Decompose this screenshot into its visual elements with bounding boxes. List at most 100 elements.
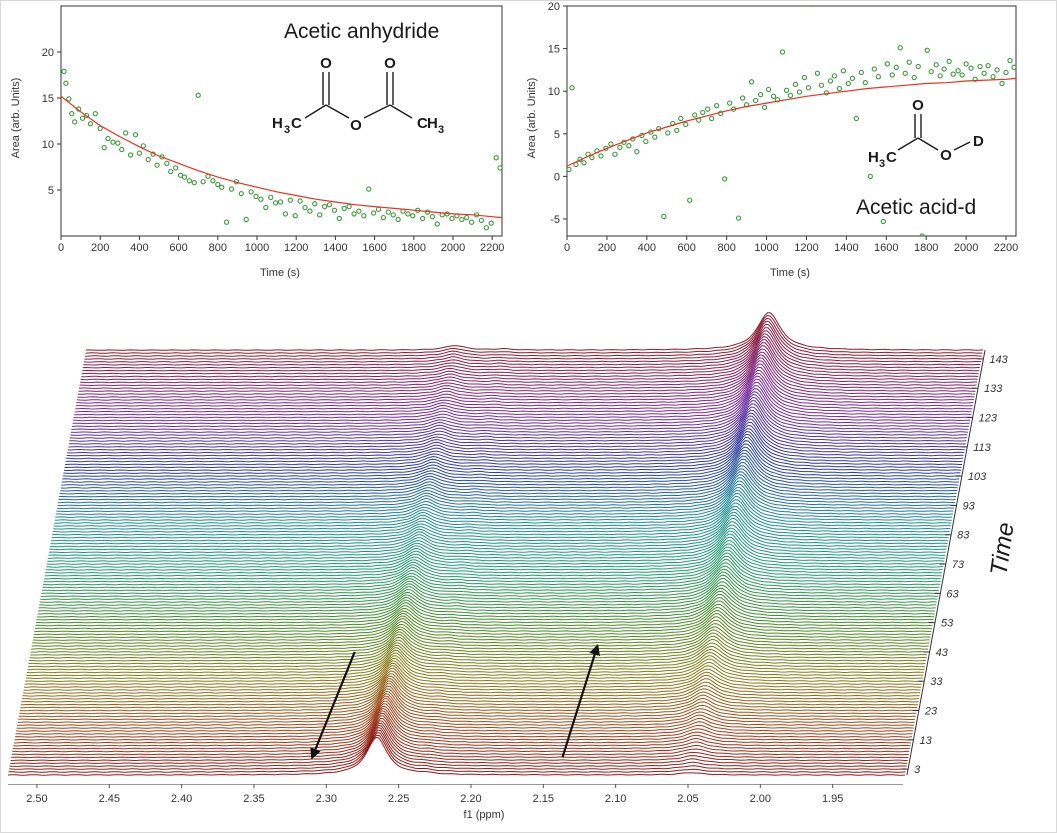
spectrum-trace: [78, 351, 977, 389]
spectrum-trace: [67, 415, 965, 451]
waterfall-xtick-label: 2.50: [26, 793, 47, 805]
anhydride-data-point: [287, 197, 293, 203]
anhydride-data-point: [268, 194, 274, 201]
spectrum-trace: [18, 688, 916, 718]
decrease-arrow: [310, 651, 356, 760]
spectrum-trace: [34, 609, 932, 633]
waterfall-xtick-label: 2.10: [605, 793, 626, 805]
spectrum-mask: [66, 422, 964, 456]
anhydride-data-point: [493, 155, 499, 161]
spectrum-trace: [57, 474, 955, 507]
spectrum-trace: [85, 314, 983, 354]
anhydride-atom-label: H: [427, 115, 438, 132]
acid-data-point: [1007, 57, 1013, 64]
anhydride-data-point: [228, 186, 235, 192]
spectrum-mask: [66, 425, 964, 459]
acid-data-point: [871, 66, 877, 72]
spectrum-trace: [40, 574, 938, 600]
spectrum-trace: [45, 543, 943, 571]
anhydride-plot-area: [61, 68, 502, 231]
acid-data-point: [933, 62, 939, 68]
anhydride-data-point: [375, 206, 382, 212]
acid-data-point: [840, 68, 847, 74]
anhydride-data-point: [253, 193, 259, 200]
anhydride-plot-frame: [60, 5, 503, 237]
spectrum-trace: [25, 657, 923, 682]
acid-data-point: [831, 73, 838, 79]
anhydride-data-point: [123, 130, 129, 136]
acid-data-point: [801, 74, 808, 81]
spectrum-trace: [83, 327, 981, 366]
acid-data-point: [779, 49, 786, 55]
acid-fit-line: [567, 77, 1016, 167]
time-tick-label: 143: [989, 354, 1008, 366]
spectrum-trace: [11, 720, 909, 756]
time-axis-line: [906, 350, 986, 776]
spectrum-trace: [13, 712, 911, 747]
anhydride-data-point: [434, 221, 440, 227]
anhydride-data-point: [238, 191, 244, 197]
acid-ytick-label: -5: [550, 214, 560, 226]
spectrum-mask: [18, 688, 916, 717]
spectrum-trace: [68, 409, 966, 445]
spectrum-trace: [85, 312, 984, 351]
spectrum-mask: [12, 715, 910, 749]
spectrum-trace: [19, 682, 917, 712]
spectrum-trace: [61, 452, 959, 486]
waterfall-xtick-label: 2.05: [677, 793, 698, 805]
anhydride-data-point: [370, 210, 377, 216]
acid-data-point: [805, 85, 812, 91]
waterfall-xtick-label: 2.20: [460, 793, 481, 805]
spectrum-mask: [86, 312, 983, 351]
acid-atom-subscript: 3: [879, 158, 885, 170]
anhydride-data-point: [164, 160, 170, 166]
anhydride-data-point: [258, 196, 264, 202]
spectrum-trace: [46, 536, 944, 565]
acid-data-point: [911, 74, 917, 81]
acid-data-point: [709, 115, 715, 122]
anhydride-data-point: [346, 203, 352, 210]
acid-data-point: [902, 70, 908, 76]
time-tick-label: 123: [979, 413, 998, 425]
spectrum-trace: [26, 649, 924, 674]
acid-xtick-label: 2200: [994, 242, 1018, 254]
anhydride-xtick-label: 1800: [402, 242, 426, 254]
acid-xtick-label: 2000: [954, 242, 978, 254]
spectrum-trace: [37, 590, 935, 615]
anhydride-xtick-label: 800: [209, 242, 227, 254]
waterfall-xtick-label: 2.00: [750, 793, 771, 805]
acid-data-point: [827, 78, 834, 84]
acid-data-point: [739, 95, 746, 101]
anhydride-data-point: [168, 168, 174, 175]
anhydride-atom-subscript: 3: [284, 124, 290, 136]
spectrum-trace: [69, 403, 967, 439]
spectrum-trace: [20, 677, 918, 706]
anhydride-ytick-label: 5: [48, 185, 54, 197]
anhydride-data-point: [243, 216, 249, 223]
acid-data-point: [612, 151, 618, 157]
anhydride-data-point: [140, 143, 146, 149]
spectrum-trace: [24, 660, 922, 685]
acid-data-point: [990, 74, 996, 80]
anhydride-data-point: [497, 165, 502, 171]
nmr-waterfall-panel: f1 (ppm) Time 2.50 2.45 2.40 2.35 2.30 2.25 2.…: [7, 312, 1020, 821]
spectrum-trace: [69, 406, 967, 442]
anhydride-data-point: [336, 215, 342, 222]
spectrum-trace: [45, 546, 943, 574]
spectrum-trace: [31, 628, 929, 650]
acid-data-point: [714, 103, 720, 109]
spectrum-trace: [76, 366, 974, 404]
spectrum-trace: [71, 391, 970, 427]
waterfall-xtick-label: 2.30: [316, 793, 337, 805]
anhydride-data-point: [272, 200, 279, 206]
spectrum-trace: [42, 562, 940, 589]
spectrum-trace: [64, 433, 962, 469]
anhydride-data-point: [132, 132, 139, 138]
spectrum-trace: [54, 489, 952, 521]
anhydride-data-point: [307, 208, 313, 214]
spectrum-trace: [73, 381, 971, 419]
anhydride-data-point: [395, 216, 401, 223]
acid-data-point: [959, 72, 965, 78]
